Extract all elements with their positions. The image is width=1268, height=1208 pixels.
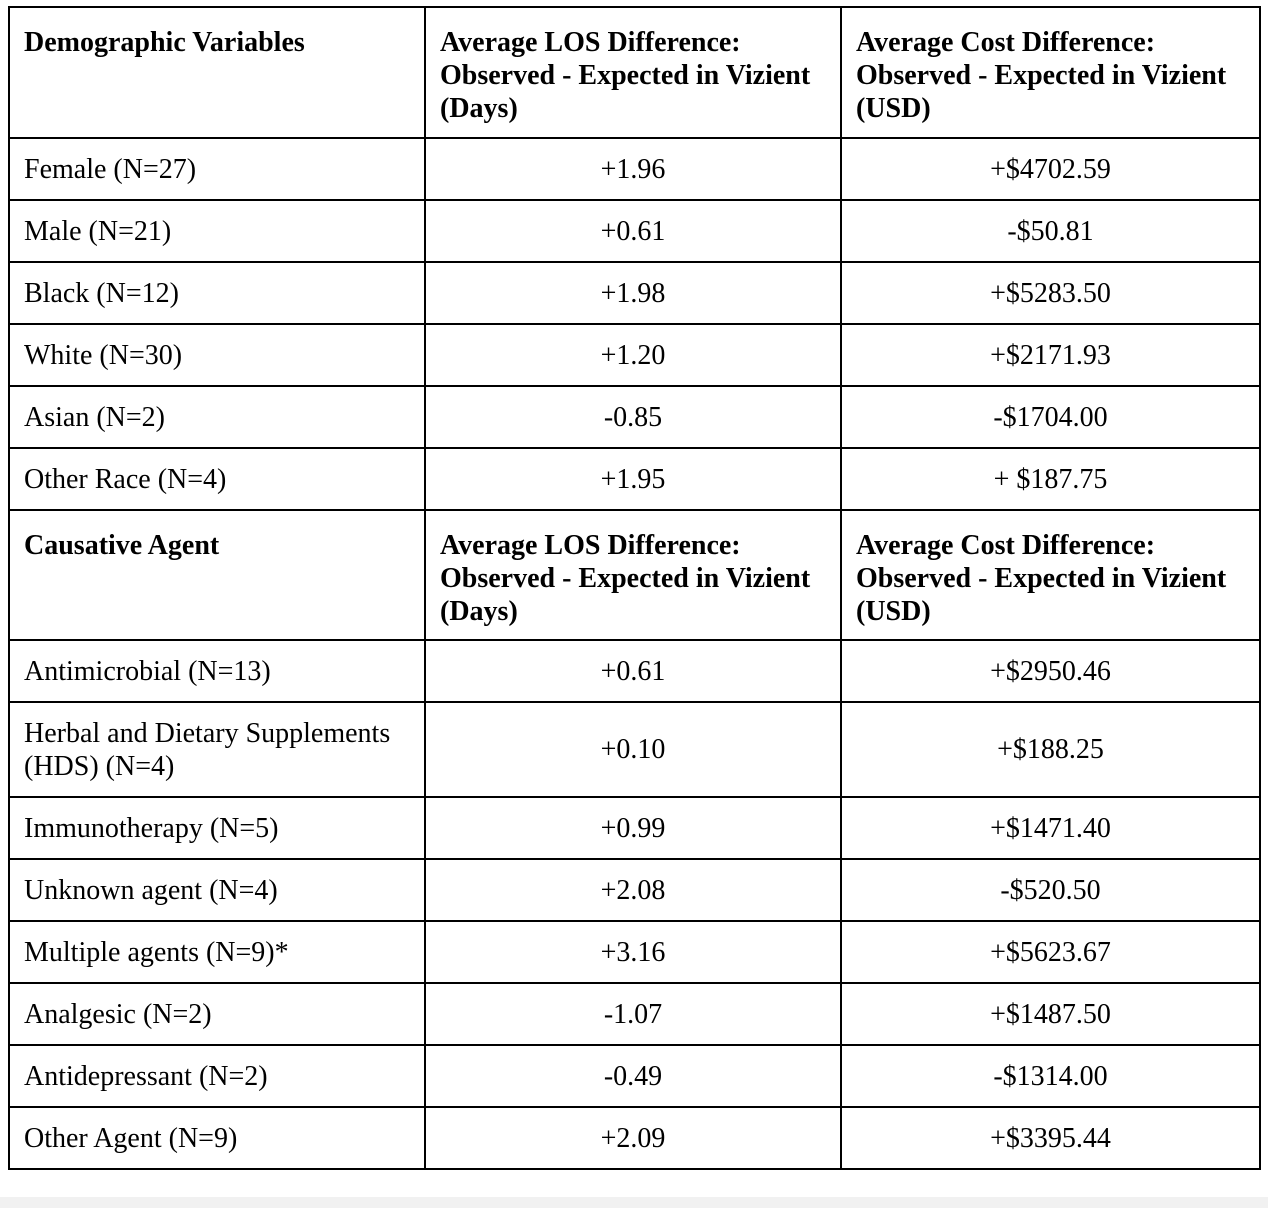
- cost-value: +$188.25: [840, 701, 1261, 798]
- row-label: Other Agent (N=9): [8, 1106, 426, 1170]
- row-label: Herbal and Dietary Supplements (HDS) (N=…: [8, 701, 426, 798]
- table-row: White (N=30) +1.20 +$2171.93: [8, 323, 1261, 387]
- los-value: +1.98: [424, 261, 842, 325]
- los-value: -0.85: [424, 385, 842, 449]
- table-row: Unknown agent (N=4) +2.08 -$520.50: [8, 858, 1261, 922]
- row-label: Other Race (N=4): [8, 447, 426, 511]
- los-value: -0.49: [424, 1044, 842, 1108]
- cost-value: +$1487.50: [840, 982, 1261, 1046]
- row-label: Immunotherapy (N=5): [8, 796, 426, 860]
- los-value: +0.61: [424, 199, 842, 263]
- cost-value: -$50.81: [840, 199, 1261, 263]
- agents-header-variable: Causative Agent: [8, 509, 426, 641]
- demographics-header-variable: Demographic Variables: [8, 6, 426, 139]
- table-row: Other Agent (N=9) +2.09 +$3395.44: [8, 1106, 1261, 1170]
- los-value: +3.16: [424, 920, 842, 984]
- cost-value: +$5623.67: [840, 920, 1261, 984]
- cost-value: + $187.75: [840, 447, 1261, 511]
- table-row: Female (N=27) +1.96 +$4702.59: [8, 137, 1261, 201]
- cost-value: +$2171.93: [840, 323, 1261, 387]
- cost-value: +$5283.50: [840, 261, 1261, 325]
- row-label: Female (N=27): [8, 137, 426, 201]
- demographics-header-row: Demographic Variables Average LOS Differ…: [8, 6, 1261, 139]
- row-label: Male (N=21): [8, 199, 426, 263]
- los-value: +2.09: [424, 1106, 842, 1170]
- row-label: Black (N=12): [8, 261, 426, 325]
- table-row: Antimicrobial (N=13) +0.61 +$2950.46: [8, 639, 1261, 703]
- table-row: Herbal and Dietary Supplements (HDS) (N=…: [8, 701, 1261, 798]
- cost-value: +$4702.59: [840, 137, 1261, 201]
- table-row: Multiple agents (N=9)* +3.16 +$5623.67: [8, 920, 1261, 984]
- cost-value: -$1704.00: [840, 385, 1261, 449]
- cost-value: +$3395.44: [840, 1106, 1261, 1170]
- demographics-header-cost: Average Cost Difference: Observed - Expe…: [840, 6, 1261, 139]
- table-row: Other Race (N=4) +1.95 + $187.75: [8, 447, 1261, 511]
- agents-header-cost: Average Cost Difference: Observed - Expe…: [840, 509, 1261, 641]
- table-row: Immunotherapy (N=5) +0.99 +$1471.40: [8, 796, 1261, 860]
- row-label: Antidepressant (N=2): [8, 1044, 426, 1108]
- cost-value: -$1314.00: [840, 1044, 1261, 1108]
- demographics-header-los: Average LOS Difference: Observed - Expec…: [424, 6, 842, 139]
- cost-value: -$520.50: [840, 858, 1261, 922]
- results-table: Demographic Variables Average LOS Differ…: [8, 6, 1261, 1170]
- page-bottom-edge: [0, 1197, 1268, 1208]
- table-row: Analgesic (N=2) -1.07 +$1487.50: [8, 982, 1261, 1046]
- row-label: Antimicrobial (N=13): [8, 639, 426, 703]
- table-row: Antidepressant (N=2) -0.49 -$1314.00: [8, 1044, 1261, 1108]
- los-value: +2.08: [424, 858, 842, 922]
- los-value: +0.10: [424, 701, 842, 798]
- los-value: +1.20: [424, 323, 842, 387]
- table-row: Black (N=12) +1.98 +$5283.50: [8, 261, 1261, 325]
- los-value: +0.99: [424, 796, 842, 860]
- row-label: Unknown agent (N=4): [8, 858, 426, 922]
- row-label: Asian (N=2): [8, 385, 426, 449]
- agents-header-row: Causative Agent Average LOS Difference: …: [8, 509, 1261, 641]
- los-value: -1.07: [424, 982, 842, 1046]
- row-label: Analgesic (N=2): [8, 982, 426, 1046]
- cost-value: +$1471.40: [840, 796, 1261, 860]
- los-value: +0.61: [424, 639, 842, 703]
- table-row: Male (N=21) +0.61 -$50.81: [8, 199, 1261, 263]
- row-label: White (N=30): [8, 323, 426, 387]
- row-label: Multiple agents (N=9)*: [8, 920, 426, 984]
- agents-header-los: Average LOS Difference: Observed - Expec…: [424, 509, 842, 641]
- los-value: +1.95: [424, 447, 842, 511]
- los-value: +1.96: [424, 137, 842, 201]
- table-row: Asian (N=2) -0.85 -$1704.00: [8, 385, 1261, 449]
- cost-value: +$2950.46: [840, 639, 1261, 703]
